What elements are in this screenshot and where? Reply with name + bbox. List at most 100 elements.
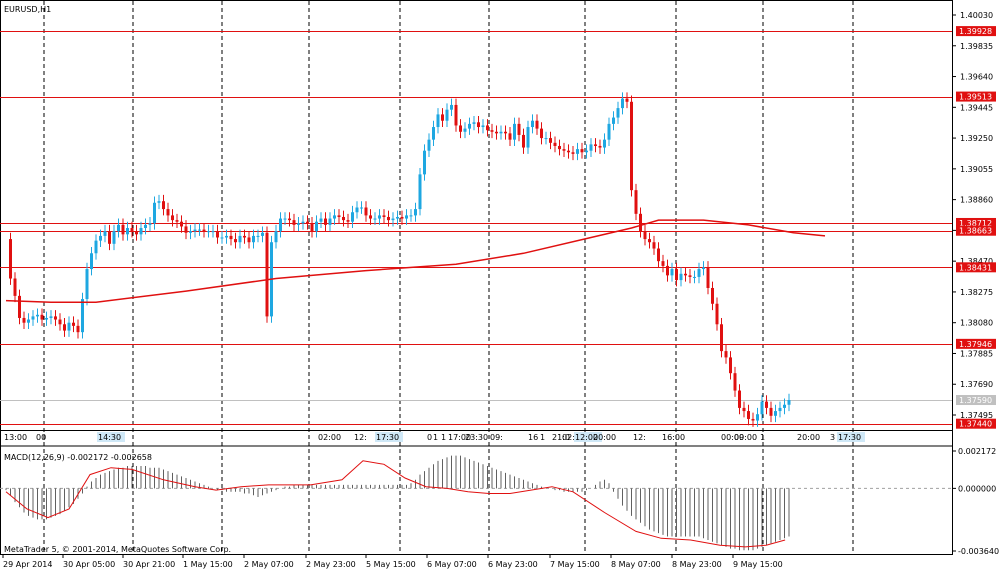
candle-body [31,316,35,320]
candle-body [544,138,548,140]
candle-body [360,207,363,209]
candle-body [130,228,134,232]
horizontal-level-lines[interactable] [0,31,952,425]
candle-body [454,104,458,126]
session-marker-label: 12:00 [575,433,598,442]
time-tick-label: 6 May 07:00 [427,560,477,569]
candle-body [468,123,471,129]
candle-body [189,231,192,233]
current-price-label-bg [956,395,996,406]
price-tick-label: 1.39445 [960,103,993,112]
candle-body [616,108,620,118]
level-price-label: 1.38712 [959,219,992,228]
session-marker-label: 1 [760,433,765,442]
session-marker-label: 21:0 [552,433,570,442]
candle-body [202,229,206,232]
candle-body [400,216,404,219]
candle-body [607,123,611,140]
candle-body [522,134,525,148]
candle-body [54,316,57,320]
candle-body [535,120,539,129]
level-price-label-bg [956,217,996,228]
candle-body [477,122,480,128]
candle-body [94,240,98,254]
price-tick-label: 1.37495 [960,411,993,420]
level-price-label-bg [956,262,996,273]
price-tick-label: 1.39640 [960,73,993,82]
candle-body [652,242,656,249]
session-marker-bg [375,432,403,442]
candle-body [63,324,66,331]
candle-body [22,317,26,323]
candle-body [297,223,300,225]
candle-body [261,232,264,236]
session-marker-label: 0 [427,433,432,442]
candle-body [661,261,665,266]
candle-body [414,209,417,216]
candle-body [333,215,336,219]
session-marker-label: 13:00 [4,433,27,442]
candle-body [765,401,768,408]
candle-body [207,231,210,233]
candle-body [288,218,291,221]
candle-body [99,235,102,241]
candle-body [508,133,512,140]
candle-body [36,314,39,317]
candle-body [153,202,156,224]
candle-body [310,223,314,232]
candle-body [162,201,165,210]
time-tick-label: 2 May 23:00 [306,560,356,569]
candle-body [364,207,368,216]
candle-body [378,215,381,219]
candle-body [58,319,62,325]
candle-body [598,145,602,148]
candle-body [531,120,534,128]
candle-body [513,123,516,140]
session-marker-label: 00 [36,433,46,442]
ma-line-path [5,219,826,303]
candle-body [9,239,12,279]
candle-body [72,322,75,326]
level-price-label-bg [956,26,996,37]
price-tick-label: 1.40030 [960,11,993,20]
candle-body [724,351,728,358]
candle-body [247,237,251,243]
candle-body [391,218,395,221]
session-marker-label: 1 [441,433,446,442]
candle-body [382,215,386,217]
candle-body [81,299,84,333]
session-marker-label: 17:30 [838,433,861,442]
macd-tick-label: -0.003640 [958,547,999,556]
candle-body [657,248,660,262]
candle-body [144,224,147,229]
candle-body [225,235,228,238]
candle-body [706,267,710,288]
candle-body [108,231,111,244]
candle-body [711,287,714,304]
level-price-label: 1.38663 [959,227,992,236]
candle-body [486,125,489,131]
candle-body [324,218,327,225]
candle-body [198,229,201,231]
candlestick-series [9,92,791,427]
price-tick-label: 1.39055 [960,165,993,174]
macd-signal-line [5,460,786,548]
candle-body [103,231,107,236]
candle-body [283,218,287,220]
session-marker-bg [837,432,865,442]
grid-lines [0,0,953,555]
candle-body [495,131,498,134]
candle-body [193,229,197,232]
moving-average-line [5,219,826,303]
candle-body [369,215,372,219]
candle-body [423,150,426,175]
candle-body [234,239,237,243]
candle-body [697,269,701,277]
candle-body [540,128,543,139]
candle-body [517,123,521,135]
level-price-label-bg [956,338,996,349]
candle-body [45,317,48,320]
